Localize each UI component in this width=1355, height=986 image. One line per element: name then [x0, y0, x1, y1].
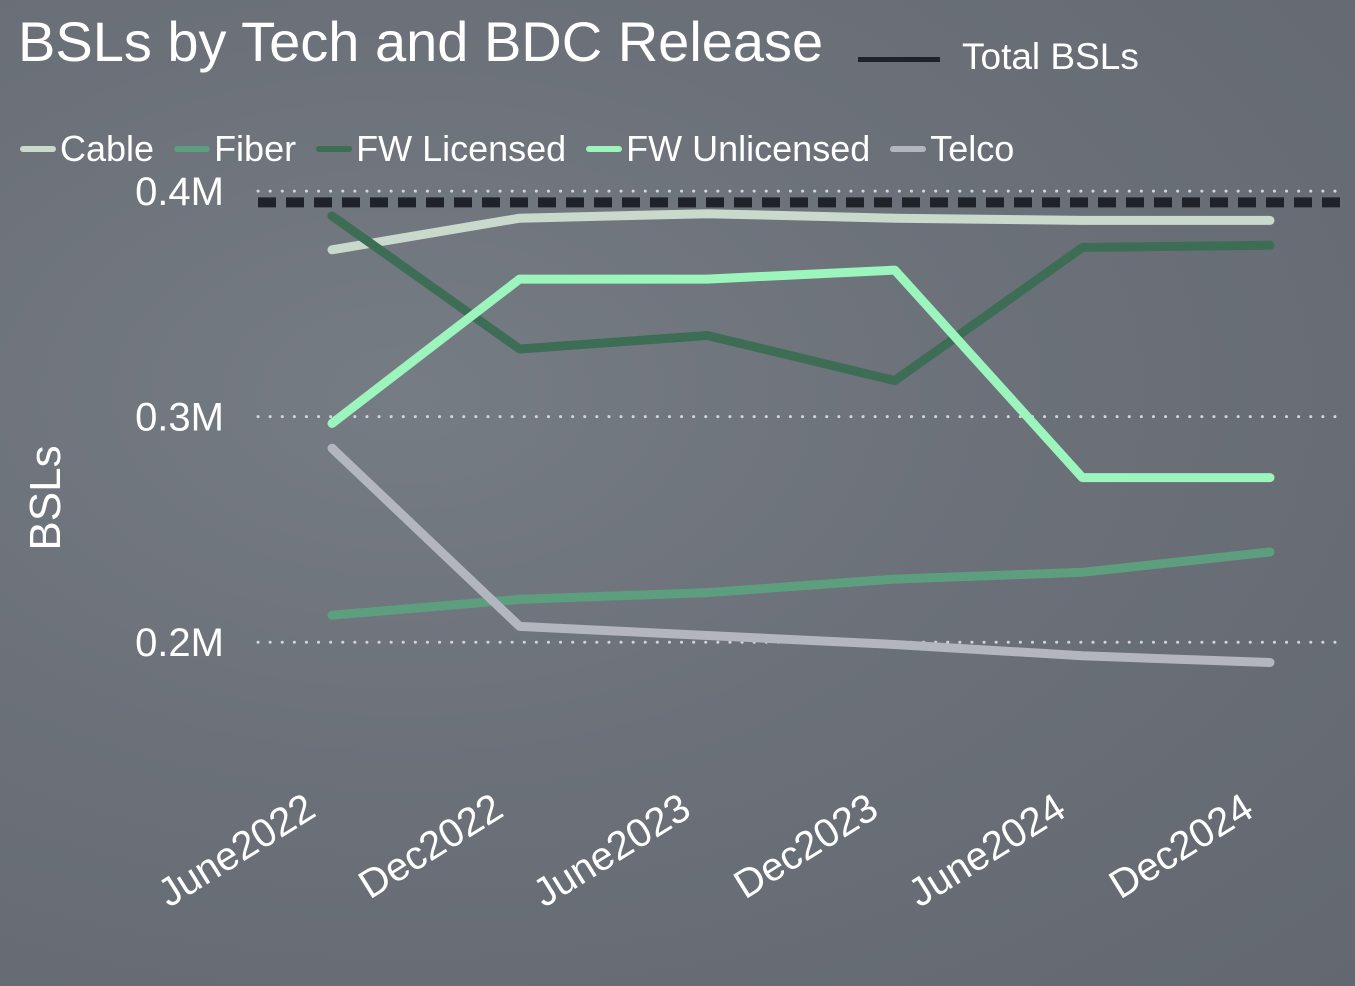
x-tick-label: June2023 — [526, 785, 698, 915]
series-line-cable[interactable] — [327, 209, 1275, 255]
legend-label-cable: Cable — [60, 128, 155, 169]
legend-label-fiber: Fiber — [214, 128, 297, 169]
y-tick-labels: 0.2M 0.3M 0.4M — [135, 170, 224, 665]
legend-label-telco: Telco — [930, 128, 1015, 169]
legend-swatch-cable — [20, 146, 56, 152]
series-line-telco[interactable] — [327, 443, 1275, 667]
series-layer — [327, 209, 1275, 667]
legend-item-fw-licensed[interactable]: FW Licensed — [316, 128, 566, 170]
legend-total-bsls[interactable]: Total BSLs — [858, 34, 1139, 80]
x-tick-label: Dec2023 — [726, 785, 885, 907]
legend-swatch-total — [858, 56, 940, 62]
legend: Cable Fiber FW Licensed FW Unlicensed Te… — [20, 126, 1034, 172]
series-line-fw-licensed[interactable] — [327, 211, 1275, 386]
legend-swatch-fw-unlicensed — [586, 146, 623, 152]
x-tick-label: June2024 — [901, 785, 1073, 915]
legend-item-fw-unlicensed[interactable]: FW Unlicensed — [586, 128, 870, 170]
chart-title: BSLs by Tech and BDC Release — [18, 10, 824, 73]
x-tick-label: Dec2024 — [1102, 785, 1261, 907]
x-tick-label: Dec2022 — [351, 785, 510, 907]
legend-item-fiber[interactable]: Fiber — [174, 128, 296, 170]
legend-label-fw-unlicensed: FW Unlicensed — [626, 128, 871, 169]
legend-label-fw-licensed: FW Licensed — [356, 128, 567, 169]
x-tick-label: June2022 — [150, 785, 322, 915]
series-line-fw-unlicensed[interactable] — [327, 265, 1275, 483]
y-tick-label: 0.2M — [135, 621, 224, 665]
legend-item-telco[interactable]: Telco — [890, 128, 1014, 170]
legend-item-cable[interactable]: Cable — [20, 128, 154, 170]
legend-swatch-fiber — [174, 146, 211, 152]
y-tick-label: 0.3M — [135, 396, 224, 440]
legend-swatch-fw-licensed — [316, 146, 353, 152]
y-tick-label: 0.4M — [135, 170, 224, 214]
x-tick-labels: June2022 Dec2022 June2023 Dec2023 June2024 De… — [150, 785, 1260, 915]
legend-swatch-telco — [890, 146, 927, 152]
gridlines — [256, 189, 1344, 644]
legend-label-total: Total BSLs — [962, 36, 1139, 77]
